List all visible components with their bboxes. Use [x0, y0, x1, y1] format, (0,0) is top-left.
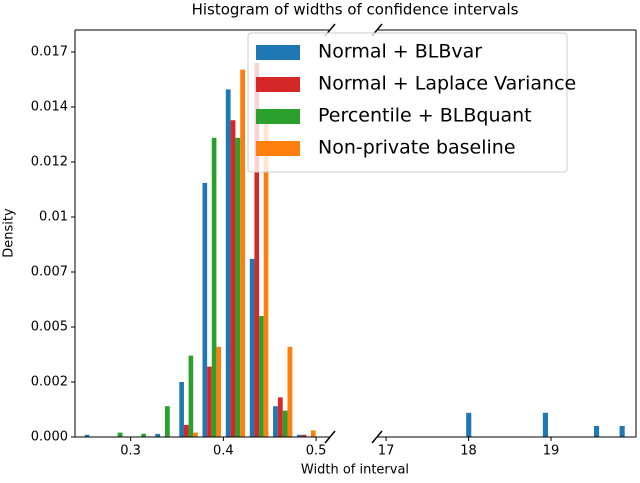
bar	[84, 434, 90, 437]
y-tick-label: 0.012	[31, 155, 68, 170]
x-tick-label: 0.3	[120, 444, 141, 459]
x-tick-label: 17	[378, 444, 395, 459]
x-tick-label: 0.5	[306, 444, 327, 459]
bar	[263, 120, 269, 437]
bar	[542, 412, 548, 437]
bar	[466, 412, 472, 437]
legend-swatch	[256, 109, 300, 124]
legend-swatch	[256, 45, 300, 60]
bar	[230, 120, 236, 437]
bar	[254, 63, 260, 437]
bar	[225, 89, 231, 437]
bar	[188, 355, 194, 437]
y-tick-label: 0.007	[31, 265, 68, 280]
bar	[240, 69, 246, 437]
bar	[249, 258, 255, 437]
bar	[310, 430, 316, 437]
bar	[273, 406, 278, 437]
bars	[84, 63, 316, 437]
bar	[141, 433, 146, 437]
bar	[619, 426, 625, 437]
y-tick-label: 0.002	[31, 375, 68, 390]
bar	[216, 346, 222, 437]
bars	[466, 412, 625, 437]
bar	[301, 434, 307, 437]
y-tick-label: 0.01	[39, 210, 68, 225]
y-tick-label: 0.017	[31, 45, 68, 60]
y-tick-label: 0.005	[31, 320, 68, 335]
legend-box	[247, 32, 568, 173]
legend-swatch	[256, 77, 300, 92]
bar	[277, 397, 283, 437]
y-tick-label: 0.000	[31, 430, 68, 445]
y-axis-label: Density	[2, 208, 17, 258]
x-tick-label: 19	[543, 444, 560, 459]
bar	[193, 432, 198, 437]
plot-area	[84, 63, 625, 437]
axis-break	[371, 430, 383, 444]
legend-swatch	[256, 141, 300, 156]
axis-break	[324, 430, 336, 444]
x-axis-label: Width of interval	[301, 463, 409, 478]
bar	[117, 432, 123, 437]
legend: Normal + BLBvar Normal + Laplace Variance…	[247, 32, 576, 173]
legend-label: Percentile + BLBquant	[318, 105, 532, 127]
bar	[155, 433, 161, 437]
bar	[211, 137, 217, 437]
bar	[202, 182, 208, 437]
legend-label: Normal + Laplace Variance	[318, 73, 576, 95]
bar	[179, 382, 184, 437]
legend-label: Non-private baseline	[318, 137, 516, 159]
bar	[287, 346, 293, 437]
x-tick-label: 18	[460, 444, 477, 459]
y-tick-label: 0.014	[31, 100, 68, 115]
bar	[183, 424, 189, 437]
bar	[235, 137, 241, 437]
bar	[207, 366, 212, 437]
legend-label: Normal + BLBvar	[318, 41, 482, 63]
bar	[594, 426, 600, 437]
bar	[297, 434, 302, 437]
bar	[259, 316, 264, 437]
bar	[282, 410, 288, 437]
x-tick-label: 0.4	[213, 444, 234, 459]
chart-title: Histogram of widths of confidence interv…	[192, 1, 519, 19]
bar	[164, 406, 170, 437]
